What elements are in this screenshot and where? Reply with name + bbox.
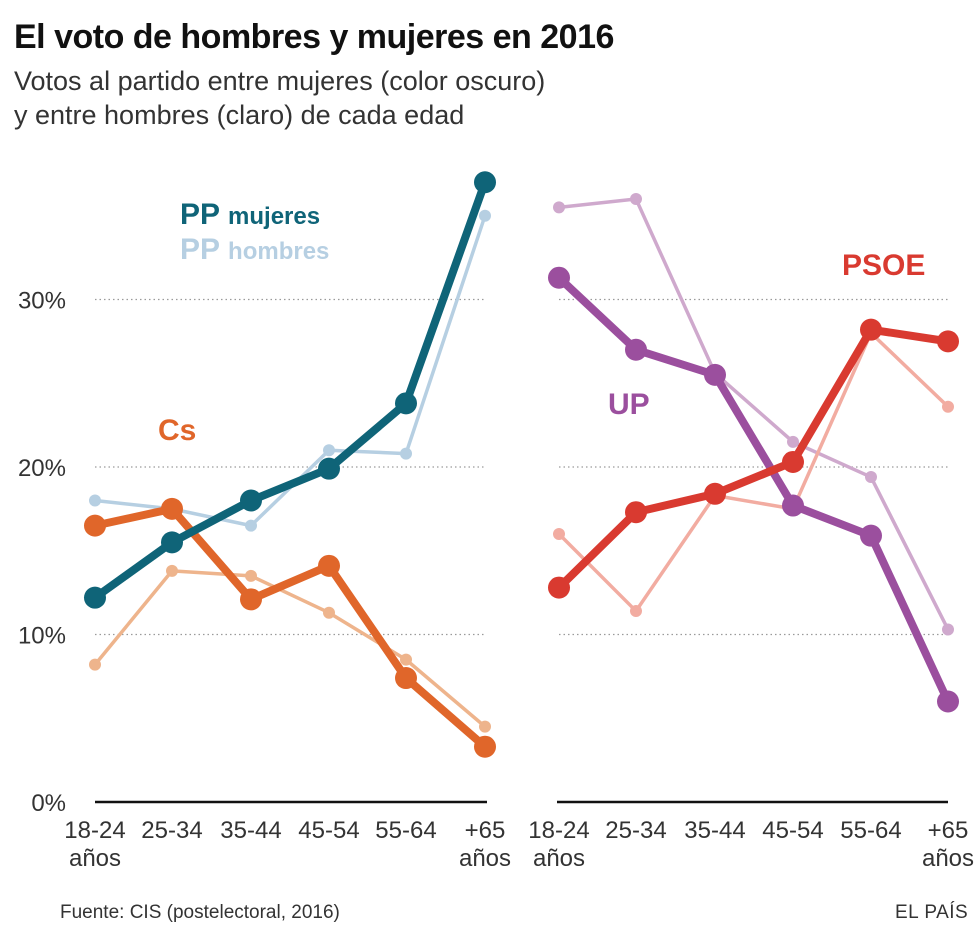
data-point-cs_men-3 — [323, 606, 335, 619]
series-label-up: UP — [608, 388, 650, 421]
x-tick-label-right-0-line2: años — [533, 845, 585, 872]
publisher-brand: EL PAÍS — [895, 902, 969, 923]
y-tick-label-10: 10% — [18, 623, 66, 650]
data-point-up_women-4 — [860, 524, 882, 547]
data-point-up_women-2 — [704, 363, 726, 386]
x-tick-label-left-4: 55-64 — [375, 817, 436, 844]
y-tick-label-0: 0% — [31, 790, 66, 817]
x-tick-label-left-2: 35-44 — [220, 817, 281, 844]
series-line-up_men — [557, 197, 950, 632]
data-point-pp_women-3 — [318, 457, 340, 480]
data-point-up_men-1 — [630, 193, 642, 205]
series-label-pp_hombres: PP hombres — [180, 233, 329, 266]
x-tick-label-right-0: 18-24 — [528, 817, 589, 844]
series-line-cs_women — [91, 504, 489, 751]
data-point-pp_women-4 — [395, 392, 417, 415]
data-point-pp_men-4 — [400, 447, 412, 460]
data-point-up_men-5 — [942, 623, 954, 636]
data-point-psoe_men-5 — [942, 400, 954, 413]
data-point-cs_women-5 — [474, 735, 496, 758]
x-tick-label-right-1: 25-34 — [605, 817, 666, 844]
data-point-psoe_women-0 — [548, 576, 570, 599]
data-point-psoe_women-4 — [860, 318, 882, 341]
x-tick-label-right-4: 55-64 — [840, 817, 901, 844]
x-tick-label-right-5: +65 — [928, 817, 969, 844]
series-line-psoe_men — [557, 331, 950, 613]
data-point-psoe_women-5 — [937, 330, 959, 353]
data-point-psoe_men-1 — [630, 605, 642, 618]
y-tick-label-20: 20% — [18, 455, 66, 482]
series-line-psoe_women — [555, 325, 952, 592]
x-tick-label-right-2: 35-44 — [684, 817, 745, 844]
x-tick-label-left-5: +65 — [465, 817, 506, 844]
page-subtitle: Votos al partido entre mujeres (color os… — [14, 64, 774, 132]
x-tick-label-left-0: 18-24 — [64, 817, 125, 844]
series-line-cs_men — [93, 569, 487, 729]
data-point-up_women-5 — [937, 690, 959, 713]
data-point-cs_women-0 — [84, 514, 106, 537]
series-line-pp_women — [91, 178, 489, 602]
series-line-up_women — [555, 273, 952, 706]
data-point-pp_men-2 — [245, 519, 257, 532]
data-point-up_women-1 — [625, 338, 647, 361]
data-point-psoe_women-1 — [625, 501, 647, 524]
series-label-cs: Cs — [158, 414, 196, 447]
x-tick-label-left-0-line2: años — [69, 845, 121, 872]
data-point-pp_women-5 — [474, 171, 496, 194]
data-point-pp_women-2 — [240, 489, 262, 512]
data-point-psoe_women-3 — [782, 450, 804, 473]
x-tick-label-left-1: 25-34 — [141, 817, 202, 844]
data-point-cs_men-4 — [400, 653, 412, 666]
data-point-pp_men-3 — [323, 444, 335, 457]
data-point-up_women-3 — [782, 494, 804, 517]
source-note: Fuente: CIS (postelectoral, 2016) — [60, 902, 340, 923]
x-tick-label-right-5-line2: años — [922, 845, 974, 872]
data-point-cs_men-0 — [89, 658, 101, 671]
data-point-pp_men-0 — [89, 494, 101, 507]
data-point-pp_women-1 — [161, 531, 183, 554]
data-point-psoe_women-2 — [704, 482, 726, 505]
data-point-cs_women-3 — [318, 554, 340, 577]
data-point-cs_women-2 — [240, 588, 262, 611]
data-point-pp_women-0 — [84, 586, 106, 609]
subtitle-line-1: Votos al partido entre mujeres (color os… — [14, 66, 546, 96]
data-point-cs_women-1 — [161, 497, 183, 520]
data-point-cs_men-1 — [166, 564, 178, 577]
data-point-cs_men-5 — [479, 720, 491, 733]
data-point-cs_men-2 — [245, 569, 257, 582]
data-point-up_men-0 — [553, 201, 565, 214]
data-point-pp_men-5 — [479, 209, 491, 222]
x-tick-label-left-3: 45-54 — [298, 817, 359, 844]
data-point-cs_women-4 — [395, 667, 417, 690]
data-point-up_men-4 — [865, 471, 877, 484]
data-point-up_women-0 — [548, 266, 570, 289]
x-tick-label-left-5-line2: años — [459, 845, 511, 872]
subtitle-line-2: y entre hombres (claro) de cada edad — [14, 100, 465, 130]
data-point-up_men-3 — [787, 435, 799, 448]
data-point-psoe_men-0 — [553, 528, 565, 540]
x-tick-label-right-3: 45-54 — [762, 817, 823, 844]
series-label-psoe: PSOE — [842, 249, 925, 282]
y-tick-label-30: 30% — [18, 288, 66, 315]
series-label-pp_mujeres: PP mujeres — [180, 198, 320, 231]
page-title: El voto de hombres y mujeres en 2016 — [14, 18, 614, 56]
